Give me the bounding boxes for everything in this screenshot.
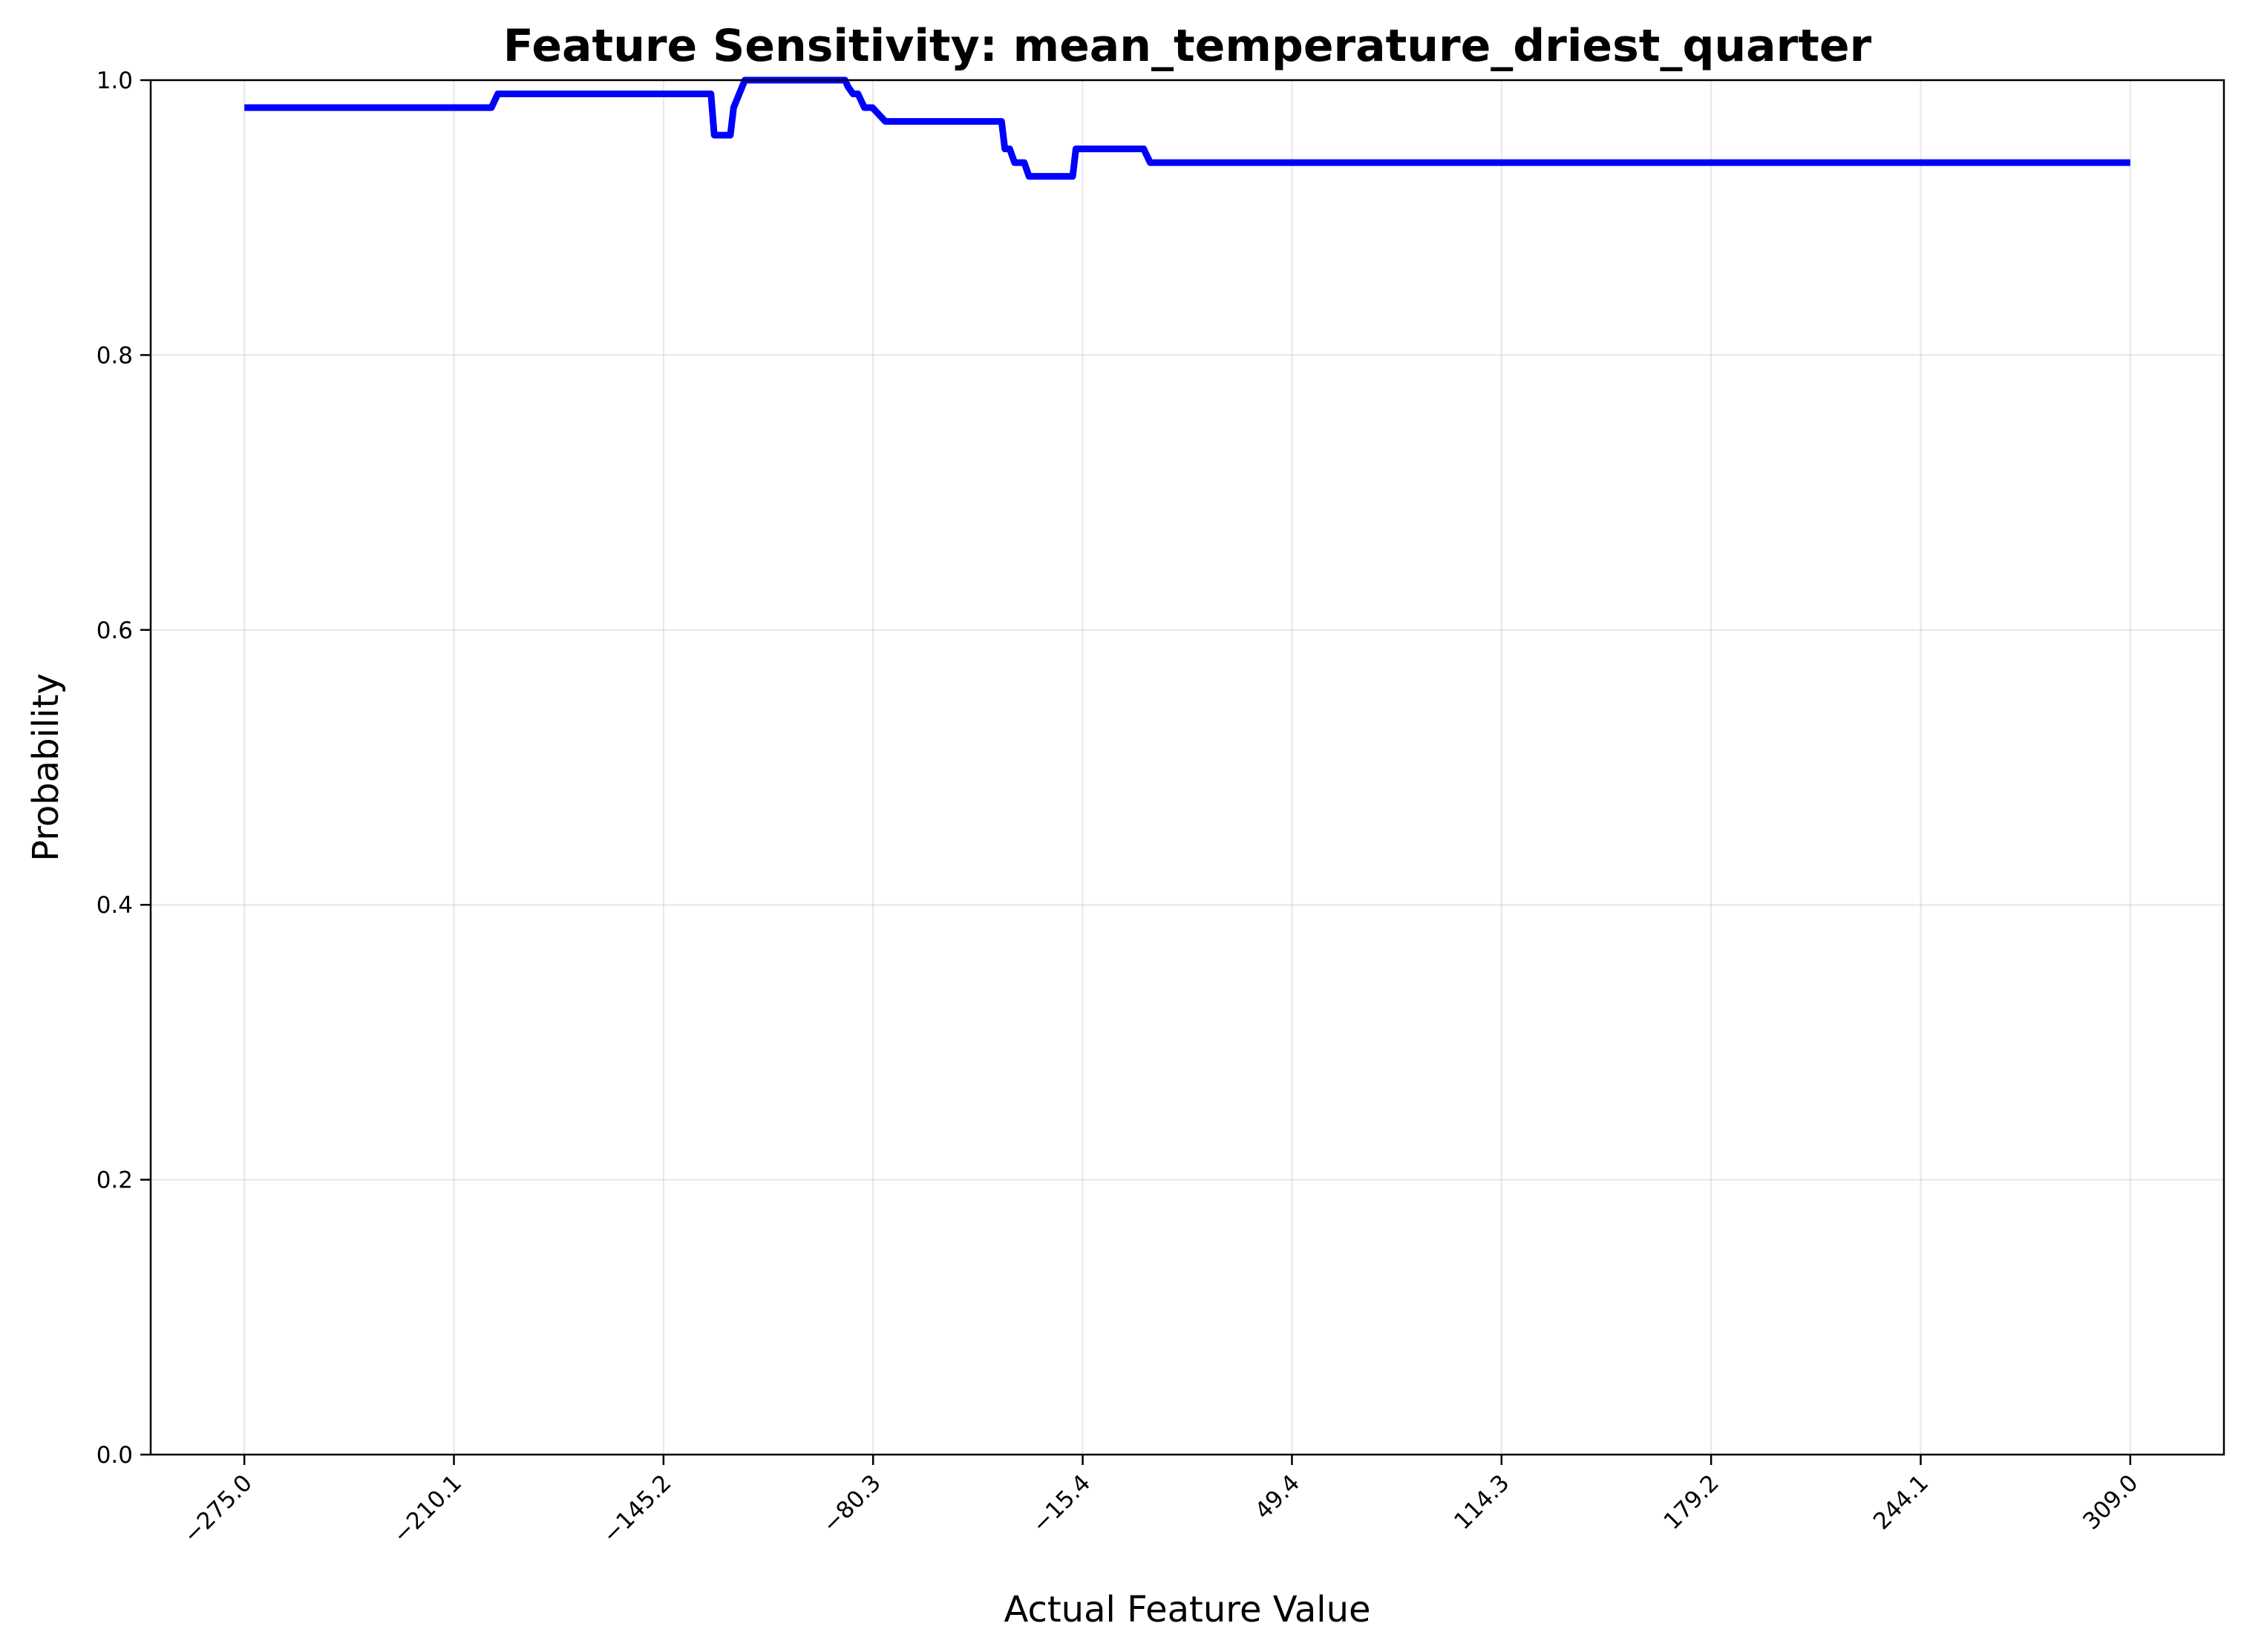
y-axis-title: Probability	[25, 673, 67, 862]
chart-title: Feature Sensitivity: mean_temperature_dr…	[503, 20, 1872, 72]
x-axis-title: Actual Feature Value	[1004, 1589, 1370, 1630]
y-tick-label: 0.4	[96, 892, 133, 919]
y-tick-label: 0.0	[96, 1442, 133, 1469]
y-tick-label: 0.8	[96, 342, 133, 369]
y-axis-ticks: 0.0 0.2 0.4 0.6 0.8 1.0	[96, 68, 151, 1469]
y-tick-label: 0.6	[96, 617, 133, 644]
plot-area-frame	[149, 79, 2225, 1456]
series-layer	[244, 76, 2130, 180]
y-tick-label: 0.2	[96, 1167, 133, 1194]
series-line	[244, 76, 2130, 180]
y-tick-label: 1.0	[96, 68, 133, 94]
